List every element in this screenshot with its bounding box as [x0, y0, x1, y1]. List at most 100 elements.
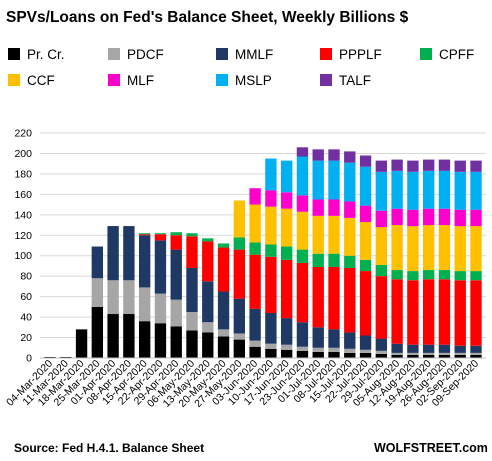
legend-swatch-ppplf — [320, 48, 332, 60]
bar-segment — [359, 259, 372, 272]
bar-segment — [202, 281, 214, 323]
bar-segment — [249, 242, 261, 255]
bar-segment — [391, 225, 403, 271]
bar-segment — [44, 356, 56, 358]
gridlines — [40, 132, 486, 359]
bar-segment — [470, 226, 482, 272]
bar-segment — [438, 352, 451, 355]
bar-segment — [312, 327, 324, 348]
bar-segment — [296, 350, 309, 358]
chart-title: SPVs/Loans on Fed's Balance Sheet, Weekl… — [6, 9, 409, 26]
bar-segment — [407, 226, 419, 272]
bar-segment — [170, 232, 182, 236]
bars — [44, 147, 482, 358]
bar-segment — [359, 349, 372, 353]
bar-segment — [407, 271, 419, 281]
bar-segment — [186, 268, 198, 312]
bar-segment — [265, 206, 277, 245]
bar-segment — [91, 246, 104, 279]
bar-segment — [296, 262, 309, 323]
bar-segment — [312, 253, 324, 267]
legend-label-mslp: MSLP — [235, 73, 272, 88]
bar-segment — [391, 354, 403, 358]
bar-segment — [138, 321, 151, 358]
bar-segment — [217, 243, 230, 248]
bar-segment — [359, 271, 372, 336]
bar-segment — [249, 188, 261, 205]
bar-segment — [312, 199, 324, 216]
bar-segment — [359, 155, 372, 167]
bar-segment — [422, 225, 435, 271]
legend-label-cpff: CPFF — [439, 47, 474, 62]
bar-segment — [107, 226, 119, 281]
bar-segment — [470, 345, 482, 353]
bar-segment — [202, 322, 214, 333]
bar-segment — [312, 215, 324, 254]
bar-segment — [375, 350, 388, 354]
bar-segment — [470, 171, 482, 210]
bar-segment — [470, 352, 482, 355]
bar-segment — [280, 208, 293, 247]
bar-segment — [407, 344, 419, 353]
bar-segment — [186, 311, 198, 331]
bar-segment — [170, 249, 182, 300]
bar-segment — [454, 354, 466, 358]
legend-label-talf: TALF — [339, 73, 371, 88]
bar-segment — [344, 255, 356, 268]
bar-segment — [296, 156, 309, 196]
bar-segment — [170, 235, 182, 250]
bar-segment — [328, 160, 340, 200]
bar-segment — [265, 313, 277, 344]
bar-segment — [422, 344, 435, 353]
bar-segment — [280, 259, 293, 319]
y-tick-label: 220 — [14, 128, 32, 140]
bar-segment — [438, 270, 451, 280]
bar-segment — [138, 235, 151, 288]
bar-segment — [107, 280, 119, 315]
bar-segment — [470, 209, 482, 227]
bar-segment — [454, 171, 466, 210]
bar-segment — [233, 333, 246, 340]
bar-segment — [359, 221, 372, 260]
bar-segment — [91, 278, 104, 307]
bar-segment — [438, 208, 451, 226]
bar-segment — [454, 345, 466, 353]
bar-segment — [312, 160, 324, 200]
y-tick-label: 140 — [14, 209, 32, 221]
bar-segment — [438, 170, 451, 209]
bar-segment — [296, 211, 309, 250]
y-tick-label: 20 — [20, 332, 32, 344]
bar-segment — [359, 166, 372, 206]
bar-segment — [375, 276, 388, 339]
bar-segment — [422, 159, 435, 171]
bar-segment — [328, 351, 340, 358]
bar-segment — [233, 298, 246, 334]
bar-segment — [454, 271, 466, 281]
bar-segment — [438, 225, 451, 271]
bar-segment — [154, 293, 167, 324]
bar-segment — [233, 339, 246, 358]
bar-segment — [265, 244, 277, 257]
bar-segment — [422, 170, 435, 209]
legend-label-ccf: CCF — [27, 73, 55, 88]
bar-segment — [375, 353, 388, 358]
bar-segment — [407, 209, 419, 227]
bar-segment — [407, 171, 419, 210]
bar-segment — [123, 314, 135, 358]
y-tick-label: 80 — [20, 271, 32, 283]
bar-segment — [312, 149, 324, 161]
bar-segment — [344, 201, 356, 218]
bar-segment — [470, 280, 482, 346]
bar-segment — [391, 270, 403, 280]
bar-segment — [328, 253, 340, 267]
bar-segment — [470, 160, 482, 172]
bar-segment — [391, 170, 403, 209]
legend-label-mlf: MLF — [127, 73, 154, 88]
y-tick-label: 60 — [20, 291, 32, 303]
bar-segment — [391, 352, 403, 355]
bar-segment — [170, 299, 182, 327]
bar-segment — [280, 192, 293, 209]
bar-segment — [328, 266, 340, 330]
bar-segment — [375, 210, 388, 228]
source-note: Source: Fed H.4.1. Balance Sheet — [14, 441, 204, 455]
